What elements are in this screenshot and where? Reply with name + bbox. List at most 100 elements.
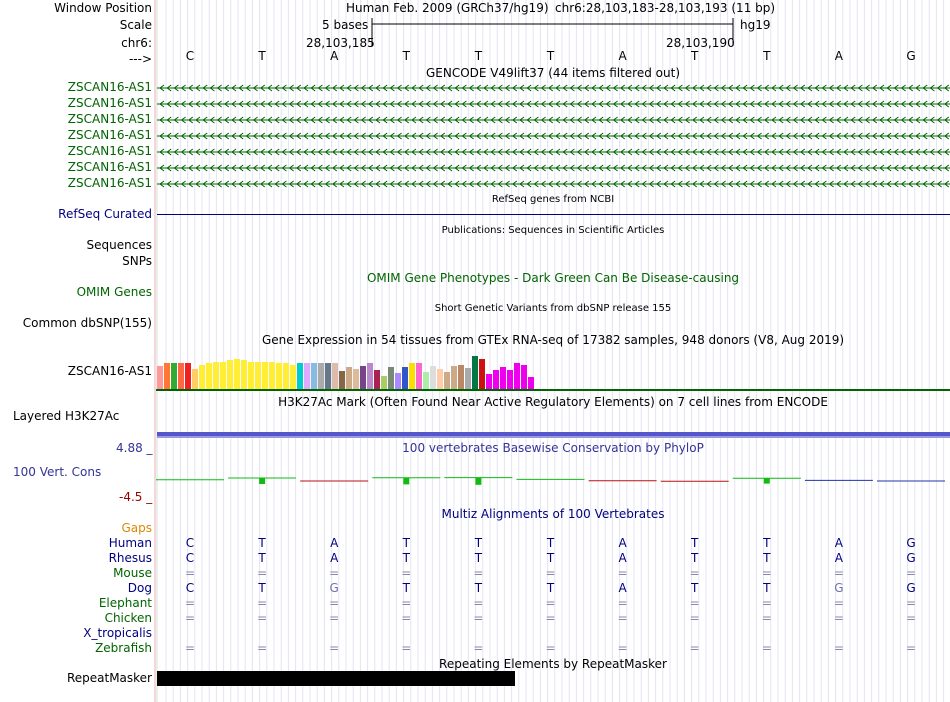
gtex-tissue-bar[interactable] — [213, 362, 219, 389]
gtex-tissue-bar[interactable] — [262, 362, 268, 389]
sequences-label[interactable]: Sequences — [86, 238, 152, 252]
gtex-tissue-bar[interactable] — [220, 362, 226, 389]
gtex-tissue-bar[interactable] — [500, 367, 506, 389]
gtex-tissue-bar[interactable] — [241, 360, 247, 389]
gtex-tissue-bar[interactable] — [283, 363, 289, 389]
species-label[interactable]: Elephant — [98, 596, 152, 610]
strand-chevron — [814, 132, 820, 140]
species-label[interactable]: Rhesus — [108, 551, 152, 565]
gtex-tissue-bar[interactable] — [388, 367, 394, 389]
gtex-tissue-bar[interactable] — [423, 372, 429, 389]
strand-chevron — [173, 180, 179, 188]
gtex-tissue-bar[interactable] — [430, 366, 436, 389]
strand-chevron — [857, 164, 863, 172]
gtex-tissue-bar[interactable] — [458, 365, 464, 389]
gtex-tissue-bar[interactable] — [367, 363, 373, 389]
alignment-base: = — [833, 641, 844, 655]
gtex-tissue-bar[interactable] — [451, 366, 457, 389]
gtex-tissue-bar[interactable] — [192, 369, 198, 389]
snps-label[interactable]: SNPs — [122, 254, 152, 268]
gtex-tissue-bar[interactable] — [493, 370, 499, 389]
refseq-feature-line[interactable] — [157, 214, 950, 215]
gtex-tissue-bar[interactable] — [395, 373, 401, 389]
phylop-plot[interactable] — [156, 455, 950, 505]
gtex-tissue-bar[interactable] — [374, 370, 380, 389]
gtex-tissue-bar[interactable] — [332, 363, 338, 389]
gtex-tissue-bar[interactable] — [199, 365, 205, 389]
gtex-tissue-bar[interactable] — [479, 359, 485, 389]
gtex-tissue-bar[interactable] — [472, 356, 478, 389]
strand-chevron — [706, 180, 712, 188]
gtex-tissue-bar[interactable] — [346, 367, 352, 389]
gtex-tissue-bar[interactable] — [486, 374, 492, 389]
gtex-expression-chart[interactable] — [156, 347, 950, 393]
gtex-tissue-bar[interactable] — [248, 362, 254, 389]
gtex-tissue-bar[interactable] — [269, 362, 275, 389]
omim-label[interactable]: OMIM Genes — [76, 285, 152, 299]
gtex-tissue-bar[interactable] — [514, 363, 520, 389]
dbsnp-label[interactable]: Common dbSNP(155) — [22, 316, 152, 330]
gtex-tissue-bar[interactable] — [311, 363, 317, 389]
strand-chevron — [180, 180, 186, 188]
gencode-transcript-label[interactable]: ZSCAN16-AS1 — [67, 176, 152, 190]
strand-chevron — [367, 180, 374, 188]
gtex-tissue-bar[interactable] — [290, 365, 296, 389]
gaps-label[interactable]: Gaps — [121, 521, 152, 535]
gtex-tissue-bar[interactable] — [339, 371, 345, 389]
strand-chevron — [396, 164, 402, 172]
gencode-transcript-label[interactable]: ZSCAN16-AS1 — [67, 144, 152, 158]
gtex-tissue-bar[interactable] — [185, 363, 191, 389]
gtex-tissue-bar[interactable] — [227, 360, 233, 389]
species-label[interactable]: Dog — [127, 581, 152, 595]
gtex-tissue-bar[interactable] — [409, 363, 415, 389]
gencode-transcripts[interactable] — [156, 80, 950, 192]
gtex-tissue-bar[interactable] — [171, 363, 177, 389]
gtex-tissue-bar[interactable] — [402, 367, 408, 389]
strand-chevron — [691, 132, 698, 140]
strand-chevron — [807, 116, 813, 124]
gtex-tissue-bar[interactable] — [437, 369, 443, 389]
gtex-tissue-bar[interactable] — [353, 369, 359, 389]
gtex-tissue-bar[interactable] — [444, 372, 450, 389]
gtex-tissue-bar[interactable] — [297, 363, 303, 389]
gtex-tissue-bar[interactable] — [528, 377, 534, 389]
strand-chevron — [699, 132, 705, 140]
strand-chevron — [461, 84, 467, 92]
gtex-tissue-bar[interactable] — [276, 363, 282, 389]
species-label[interactable]: Chicken — [104, 611, 152, 625]
gtex-tissue-bar[interactable] — [381, 376, 387, 389]
phylop-label[interactable]: 100 Vert. Cons — [13, 465, 102, 479]
gencode-transcript-label[interactable]: ZSCAN16-AS1 — [67, 96, 152, 110]
species-label[interactable]: Mouse — [113, 566, 152, 580]
refseq-label[interactable]: RefSeq Curated — [58, 207, 152, 221]
gencode-transcript-label[interactable]: ZSCAN16-AS1 — [67, 112, 152, 126]
gtex-tissue-bar[interactable] — [206, 363, 212, 389]
gtex-label[interactable]: ZSCAN16-AS1 — [67, 364, 152, 378]
gtex-tissue-bar[interactable] — [360, 366, 366, 389]
gtex-tissue-bar[interactable] — [318, 363, 324, 389]
strand-chevron — [281, 100, 287, 108]
gtex-tissue-bar[interactable] — [325, 363, 331, 389]
h3k27ac-label[interactable]: Layered H3K27Ac — [13, 409, 120, 423]
gencode-transcript-label[interactable]: ZSCAN16-AS1 — [67, 128, 152, 142]
gtex-tissue-bar[interactable] — [465, 368, 471, 389]
gtex-tissue-bar[interactable] — [178, 363, 184, 389]
repeatmasker-element[interactable] — [157, 671, 515, 686]
gencode-transcript-label[interactable]: ZSCAN16-AS1 — [67, 160, 152, 174]
species-label[interactable]: Human — [108, 536, 152, 550]
gtex-tissue-bar[interactable] — [234, 359, 240, 389]
gtex-tissue-bar[interactable] — [164, 363, 170, 389]
gtex-tissue-bar[interactable] — [521, 365, 527, 389]
strand-chevron — [288, 148, 294, 156]
gtex-tissue-bar[interactable] — [416, 363, 422, 389]
gtex-tissue-bar[interactable] — [255, 362, 261, 389]
h3k27ac-signal-band[interactable] — [157, 432, 950, 436]
gtex-tissue-bar[interactable] — [304, 363, 310, 389]
species-label[interactable]: X_tropicalis — [83, 626, 152, 640]
gtex-tissue-bar[interactable] — [157, 366, 163, 389]
species-label[interactable]: Zebrafish — [95, 641, 152, 655]
gtex-tissue-bar[interactable] — [507, 370, 513, 389]
gencode-transcript-label[interactable]: ZSCAN16-AS1 — [67, 80, 152, 94]
phylop-max-label: 4.88 _ — [116, 441, 153, 455]
repeatmasker-label[interactable]: RepeatMasker — [66, 671, 152, 685]
